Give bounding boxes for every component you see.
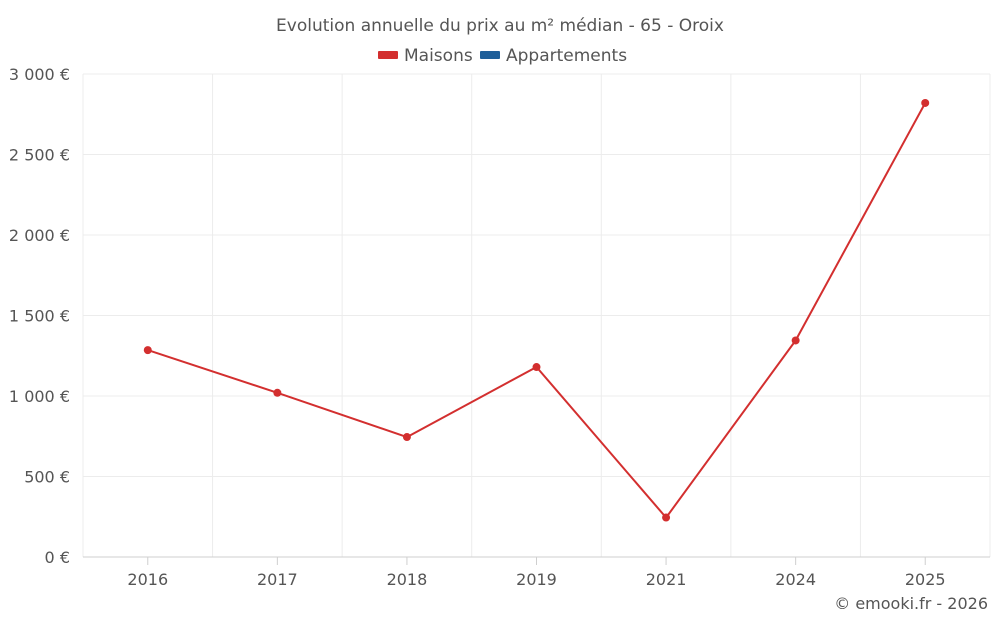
data-point — [532, 363, 541, 372]
y-tick-label: 1 000 € — [9, 387, 70, 406]
legend-label-maisons: Maisons — [404, 46, 473, 66]
x-tick-label: 2018 — [387, 570, 428, 589]
chart-title: Evolution annuelle du prix au m² médian … — [276, 16, 724, 36]
data-point — [662, 513, 671, 522]
legend: Maisons Appartements — [378, 46, 627, 66]
legend-swatch-maisons — [378, 51, 398, 59]
x-axis: 2016 2017 2018 2019 2021 2024 2025 — [83, 556, 990, 589]
y-tick-label: 1 500 € — [9, 307, 70, 326]
y-tick-label: 500 € — [24, 468, 70, 487]
y-tick-label: 2 500 € — [9, 146, 70, 165]
data-point — [402, 433, 411, 442]
y-tick-label: 0 € — [45, 548, 70, 567]
x-tick-label: 2025 — [905, 570, 946, 589]
series-line-0 — [146, 102, 927, 519]
x-tick-label: 2019 — [516, 570, 557, 589]
y-tick-label: 3 000 € — [9, 65, 70, 84]
y-axis: 0 € 500 € 1 000 € 1 500 € 2 000 € 2 500 € 3 00… — [9, 65, 70, 567]
data-point — [921, 98, 930, 107]
data-point — [143, 346, 152, 355]
x-tick-label: 2016 — [127, 570, 168, 589]
credit-text: © emooki.fr - 2026 — [834, 594, 988, 613]
legend-item-maisons[interactable]: Maisons — [378, 46, 473, 66]
series-layer — [143, 98, 930, 522]
data-point — [273, 388, 282, 397]
x-tick-label: 2024 — [775, 570, 816, 589]
grid-lines — [82, 73, 991, 557]
y-tick-label: 2 000 € — [9, 226, 70, 245]
x-tick-label: 2017 — [257, 570, 298, 589]
legend-swatch-appartements — [480, 51, 500, 59]
x-tick-label: 2021 — [646, 570, 687, 589]
legend-label-appartements: Appartements — [506, 46, 627, 66]
data-point — [791, 336, 800, 345]
legend-item-appartements[interactable]: Appartements — [480, 46, 627, 66]
